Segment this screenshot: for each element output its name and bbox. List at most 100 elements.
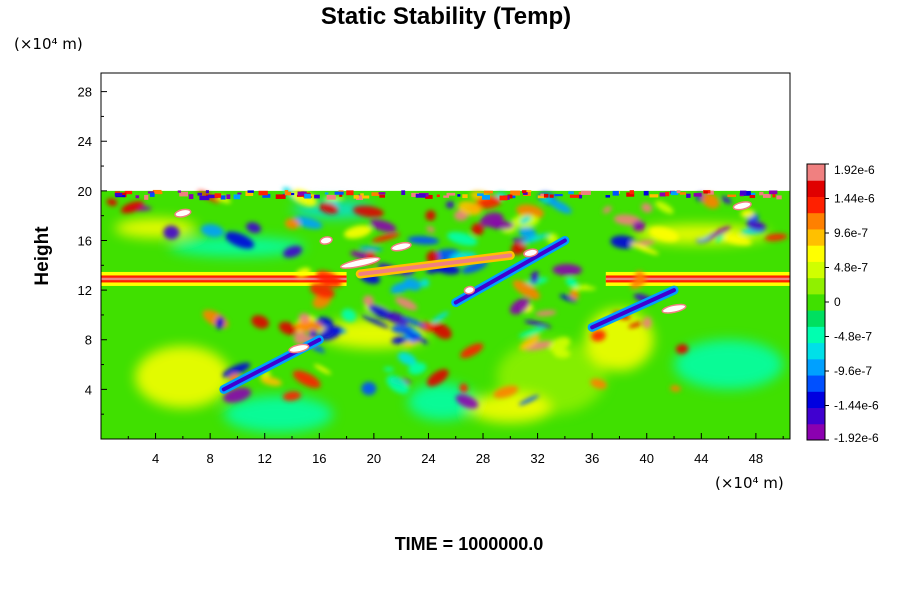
edge-speckle (360, 193, 364, 196)
x-tick-label: 48 (749, 451, 763, 466)
field-blob (574, 286, 597, 291)
x-axis: 4 8 12 16 20 24 28 32 36 40 44 48 (127, 433, 784, 466)
field-blob (642, 316, 652, 329)
field-blob (721, 196, 732, 204)
field-blob (224, 231, 255, 249)
field-blob (669, 385, 681, 392)
colorbar-segment (807, 212, 825, 230)
edge-speckle (296, 194, 303, 197)
edge-speckle (443, 195, 450, 198)
field-blob (509, 298, 530, 315)
field-blob (222, 362, 251, 378)
field-blob (697, 230, 714, 241)
field-blob (293, 216, 323, 229)
field-blob (358, 246, 383, 252)
field-blob (445, 201, 455, 209)
colorbar-segment (807, 310, 825, 327)
field-blob (610, 235, 636, 249)
edge-speckle (207, 194, 218, 199)
edge-speckle (152, 189, 162, 195)
edge-speckle (379, 194, 386, 198)
x-tick-label: 24 (421, 451, 435, 466)
edge-speckle (324, 192, 329, 195)
edge-speckle (197, 192, 203, 196)
edge-speckle (665, 191, 670, 197)
edge-speckle (355, 195, 364, 201)
field-blob (471, 223, 484, 236)
field-blob (630, 275, 647, 289)
edge-speckle (214, 193, 222, 198)
edge-speckle (233, 194, 241, 200)
colorbar-label: -9.6e-7 (834, 364, 872, 378)
edge-speckle (220, 195, 226, 200)
field-blob (552, 264, 583, 276)
field-blob (163, 225, 180, 240)
x-tick-label: 16 (312, 451, 326, 466)
saturated-pocket (463, 285, 476, 295)
x-axis-unit: (×10⁴ m) (715, 474, 784, 492)
edge-speckle (772, 193, 776, 198)
edge-speckle (199, 195, 210, 201)
colorbar-segment (807, 326, 825, 344)
saturated-pocket (661, 303, 687, 314)
field-blob (590, 378, 607, 389)
field-blob (295, 267, 311, 278)
field-blob (316, 270, 342, 288)
field-blob (278, 321, 298, 336)
edge-speckle (670, 191, 679, 196)
edge-speckle (149, 192, 155, 197)
field-blob (200, 224, 224, 238)
edge-speckle (554, 193, 563, 197)
field-region (135, 345, 231, 408)
field-region (169, 236, 306, 257)
saturated-pocket (339, 256, 381, 269)
edge-speckle (177, 190, 182, 193)
field-blob (447, 231, 478, 246)
edge-speckle (247, 190, 254, 193)
field-blob (215, 316, 225, 330)
colorbar-segment (807, 180, 825, 197)
edge-speckle (371, 192, 380, 196)
colorbar-segment (807, 391, 825, 409)
y-axis-label: Height (32, 226, 53, 286)
edge-speckle (521, 190, 527, 194)
edge-speckle (262, 193, 271, 198)
colorbar: 1.92e-6 1.44e-6 9.6e-7 4.8e-7 0 -4.8e-7 -9.6e-… (806, 163, 879, 445)
field-blob (475, 196, 502, 209)
edge-speckle (378, 192, 386, 195)
field-region (469, 393, 552, 423)
field-blob (602, 206, 612, 214)
field-blob (511, 241, 527, 256)
field-region (114, 218, 197, 239)
colorbar-label: -1.44e-6 (834, 399, 879, 413)
field-blob (489, 220, 514, 230)
field-blob (260, 376, 282, 386)
edge-speckle (245, 191, 254, 196)
field-blob (426, 226, 435, 233)
edge-speckle (226, 194, 231, 200)
field-blob (701, 192, 720, 209)
edge-speckle (540, 193, 545, 197)
field-blob (460, 343, 484, 359)
field-blob (298, 313, 311, 323)
edge-speckle (578, 194, 583, 199)
field-blob (431, 311, 449, 324)
field-blob (519, 334, 541, 351)
edge-speckle (629, 190, 634, 195)
field-blob (613, 214, 641, 226)
field-blob (343, 225, 372, 239)
edge-speckle (522, 190, 532, 193)
edge-speckle (457, 194, 461, 197)
x-tick-label: 44 (694, 451, 708, 466)
field-blob (309, 283, 335, 299)
field-blob (318, 202, 339, 214)
colorbar-segment (807, 423, 825, 441)
edge-speckle (686, 193, 691, 198)
edge-speckle (477, 193, 484, 196)
edge-speckle (569, 194, 580, 198)
field-streak-core (358, 253, 513, 276)
field-blob (395, 296, 418, 311)
colorbar-segment (807, 342, 825, 360)
chart-title: Static Stability (Temp) (321, 3, 571, 30)
